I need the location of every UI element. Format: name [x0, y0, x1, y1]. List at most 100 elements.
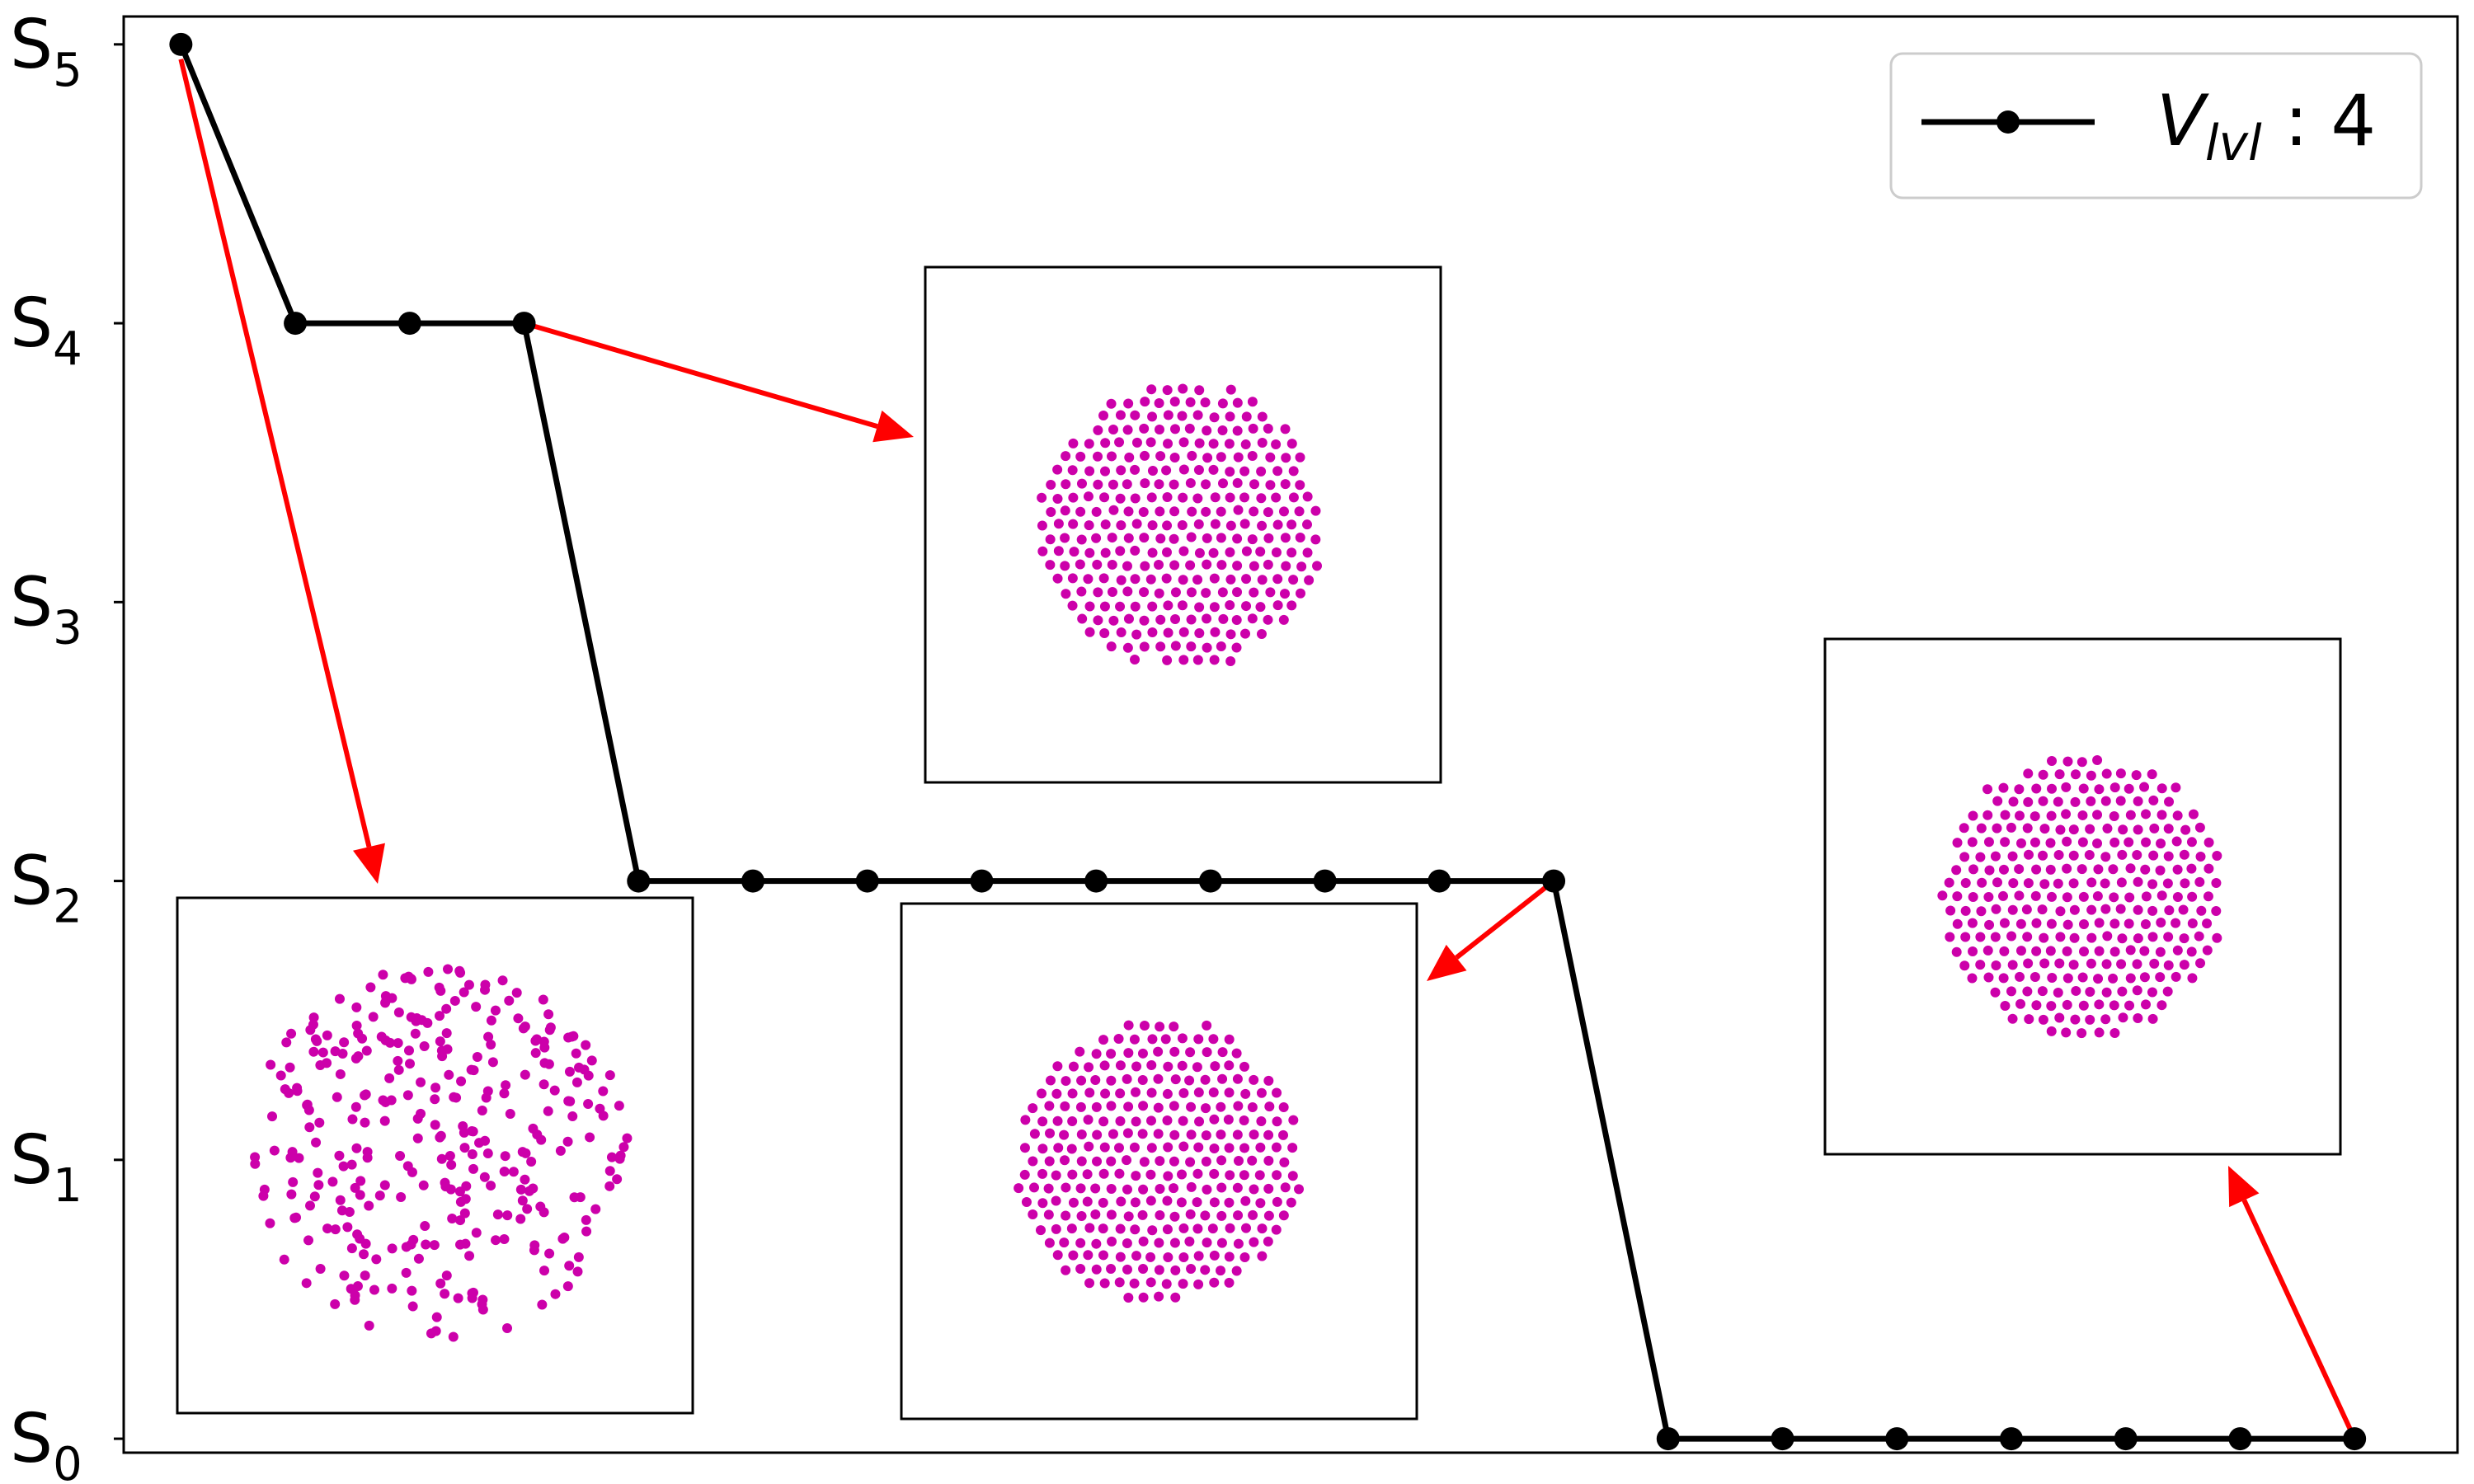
particle	[1019, 1169, 1030, 1180]
particle	[2094, 918, 2105, 928]
particle	[1098, 1168, 1109, 1179]
particle	[1178, 1279, 1188, 1289]
particle	[1161, 1279, 1172, 1289]
particle	[350, 1101, 361, 1112]
particle	[1052, 573, 1063, 584]
particle	[1178, 492, 1188, 503]
particle	[1140, 450, 1150, 461]
particle	[1286, 547, 1297, 558]
data-point	[1885, 1427, 1909, 1451]
particle	[1192, 1223, 1203, 1234]
particle	[1224, 439, 1235, 449]
particle	[1288, 1115, 1299, 1125]
particle	[1239, 1061, 1249, 1072]
particle	[1169, 1021, 1179, 1032]
particle	[1287, 1143, 1298, 1153]
particle	[1140, 397, 1150, 407]
particle	[1312, 561, 1323, 571]
particle	[355, 1190, 365, 1200]
particle	[334, 993, 345, 1004]
particle	[513, 1013, 524, 1024]
particle	[2163, 932, 2174, 942]
particle	[2141, 809, 2152, 819]
particle	[543, 1106, 553, 1116]
particle	[1147, 1034, 1158, 1045]
particle	[286, 1028, 297, 1039]
particle	[1153, 1073, 1164, 1084]
particle	[407, 1301, 418, 1312]
particle	[1216, 533, 1226, 543]
particle	[2007, 904, 2018, 915]
particle	[1130, 410, 1141, 420]
particle	[2102, 823, 2113, 834]
particle	[1082, 1169, 1093, 1180]
data-point	[855, 869, 879, 893]
particle	[2046, 918, 2057, 929]
particle	[347, 1114, 358, 1125]
particle	[1108, 425, 1118, 435]
particle	[1037, 1198, 1048, 1209]
particle	[1076, 1129, 1087, 1139]
particle	[1130, 601, 1141, 612]
particle	[486, 1040, 496, 1050]
particle	[614, 1153, 625, 1164]
particle	[1106, 1156, 1117, 1167]
legend-box	[1889, 52, 2423, 200]
particle	[419, 1040, 430, 1051]
particle	[434, 982, 444, 993]
particle	[2038, 1014, 2048, 1025]
particle	[1210, 492, 1221, 503]
particle	[1108, 479, 1118, 490]
particle	[2171, 918, 2181, 928]
particle	[1130, 1197, 1141, 1208]
particle	[1224, 1252, 1235, 1262]
particle	[2006, 822, 2016, 833]
particle	[1209, 1277, 1220, 1288]
particle	[2054, 1012, 2065, 1023]
particle	[1295, 452, 1305, 463]
particle	[2109, 1000, 2119, 1011]
particle	[2133, 904, 2143, 915]
particle	[1202, 453, 1213, 463]
particle	[303, 1235, 314, 1246]
particle	[355, 1176, 366, 1186]
particle	[1239, 1252, 1250, 1263]
particle	[1084, 1062, 1094, 1073]
particle	[1241, 546, 1252, 556]
annotation-arrow-line	[523, 321, 878, 429]
particle	[1216, 1155, 1227, 1166]
particle	[1177, 411, 1188, 421]
particle	[405, 1059, 416, 1069]
inset-state-4	[924, 265, 1442, 784]
particle	[1123, 506, 1134, 517]
particle	[1029, 1129, 1040, 1139]
particle	[1193, 1034, 1204, 1045]
particle	[2109, 810, 2119, 821]
particle	[459, 1143, 470, 1153]
particle	[2109, 946, 2120, 957]
particle	[387, 1243, 397, 1254]
particle	[468, 1163, 479, 1174]
particle	[1255, 602, 1266, 613]
particle	[2147, 905, 2158, 916]
particle	[1131, 1087, 1141, 1097]
particle	[1232, 425, 1243, 436]
particle	[1186, 614, 1197, 625]
particle	[1091, 1264, 1102, 1275]
particle	[361, 1045, 372, 1056]
particle	[1130, 493, 1141, 504]
particle	[1147, 411, 1158, 422]
particle	[1170, 614, 1181, 625]
particle	[1286, 1197, 1296, 1208]
particle	[572, 1266, 583, 1277]
particle	[1271, 547, 1282, 558]
particle	[1968, 891, 1978, 902]
particle	[379, 1180, 390, 1190]
particle	[1100, 519, 1111, 530]
particle	[1263, 559, 1273, 570]
particle	[2015, 838, 2026, 848]
data-point	[970, 869, 994, 893]
particle	[1304, 575, 1315, 585]
particle	[1178, 1141, 1189, 1152]
particle	[1272, 1116, 1282, 1127]
